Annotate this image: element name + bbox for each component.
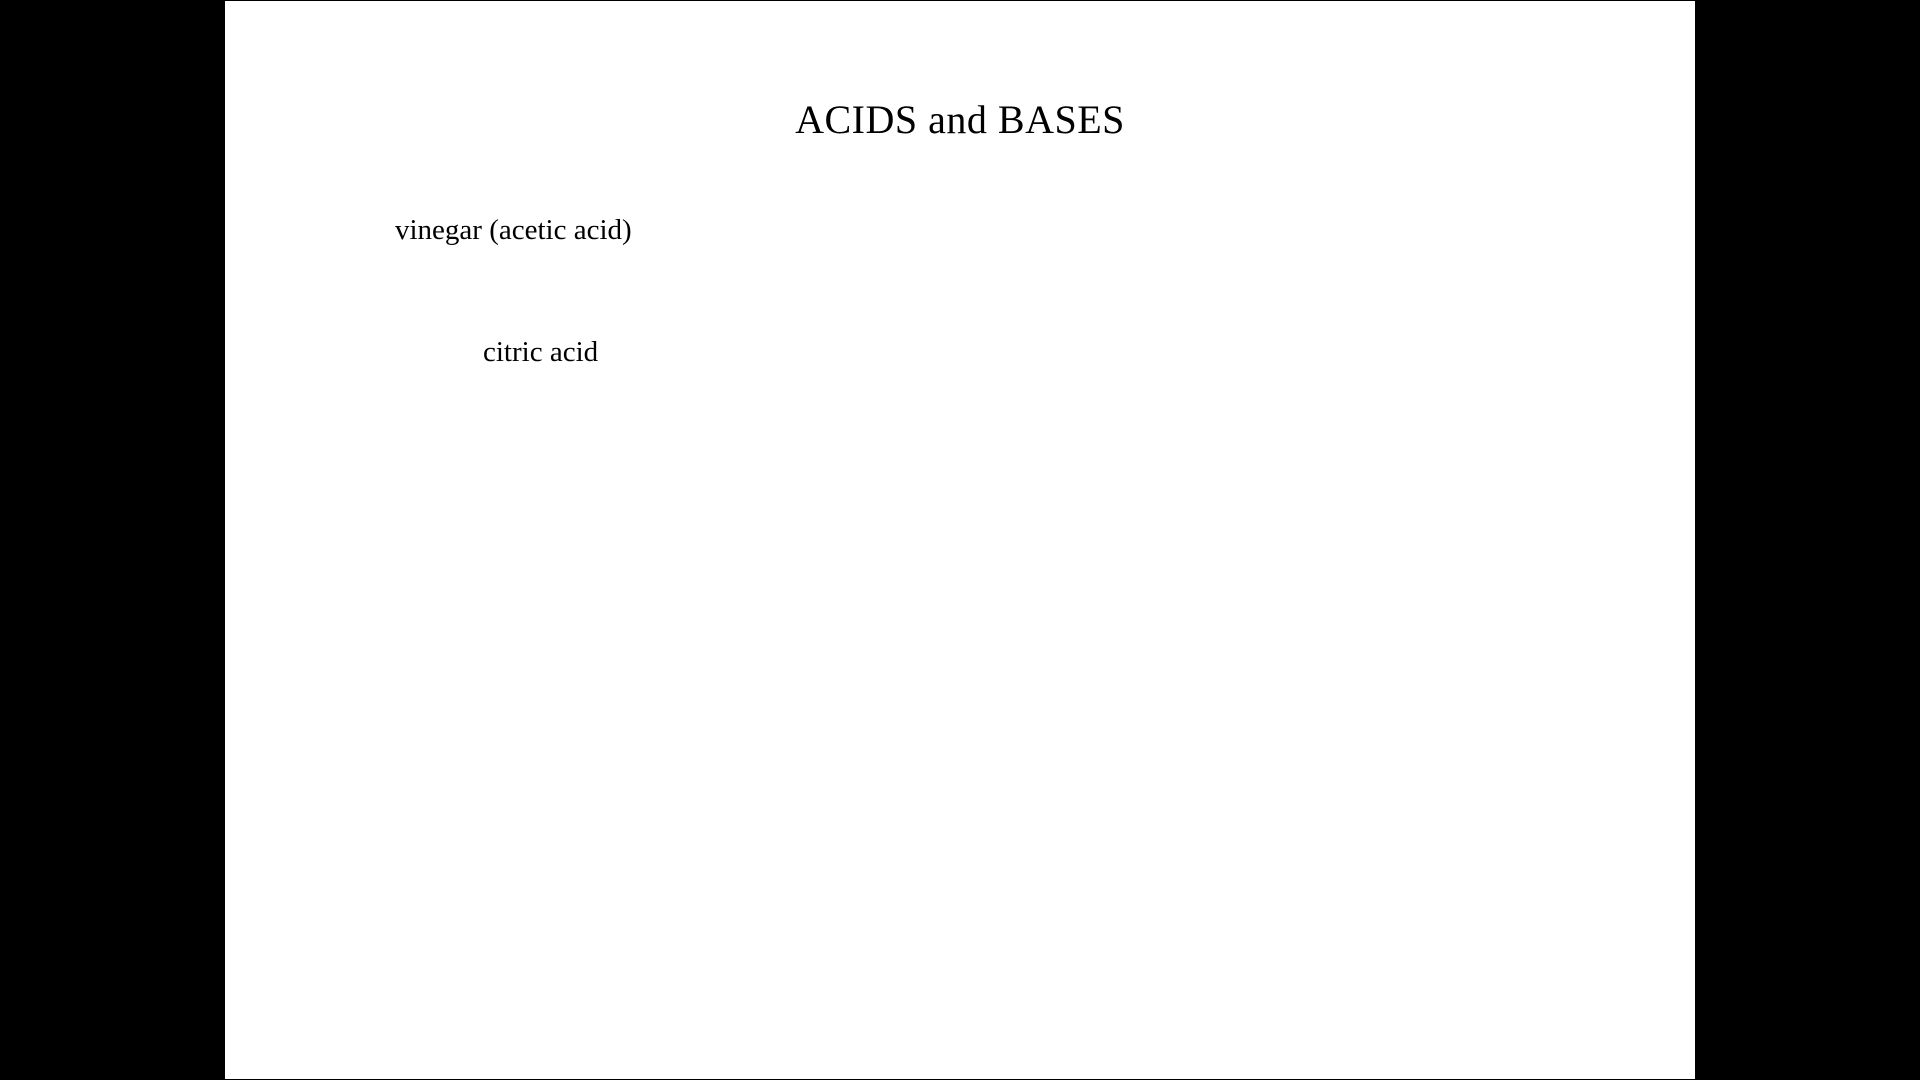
list-item: vinegar (acetic acid) (395, 214, 632, 247)
slide-container: ACIDS and BASES vinegar (acetic acid) ci… (225, 1, 1695, 1079)
list-item: citric acid (483, 336, 598, 369)
slide-title: ACIDS and BASES (795, 96, 1125, 143)
